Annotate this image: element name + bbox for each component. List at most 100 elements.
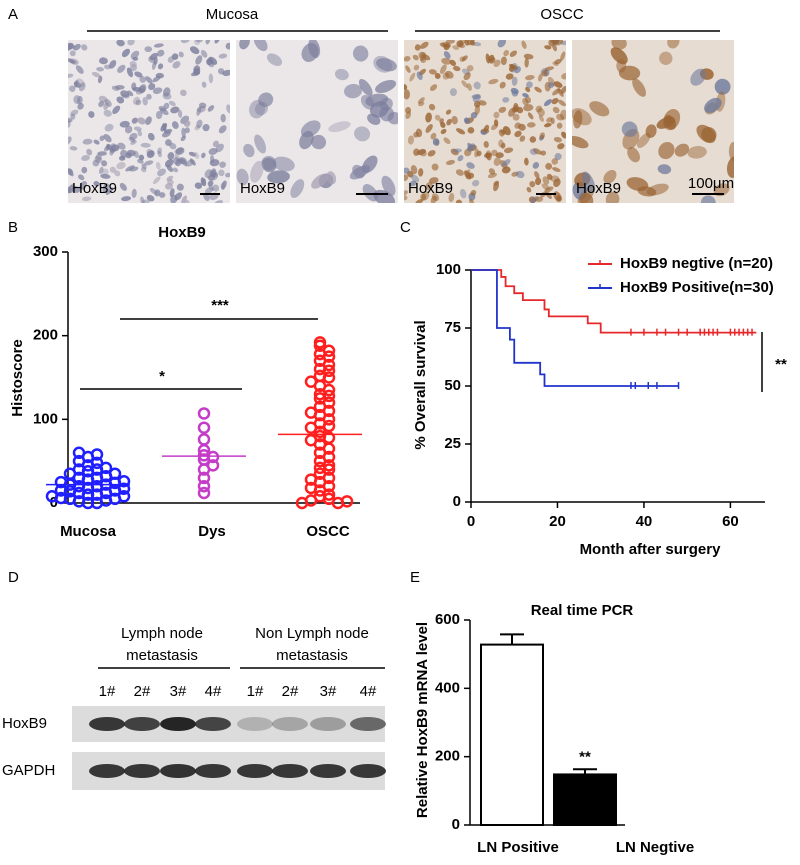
nucleus bbox=[443, 51, 451, 59]
blot-band bbox=[160, 717, 196, 731]
nucleus bbox=[572, 108, 592, 126]
blot-band bbox=[124, 764, 160, 778]
image-label: HoxB9 bbox=[576, 180, 621, 197]
nucleus bbox=[71, 186, 81, 193]
nucleus bbox=[97, 75, 103, 84]
nucleus bbox=[524, 74, 535, 81]
nucleus bbox=[413, 148, 420, 156]
nucleus bbox=[86, 148, 93, 156]
nucleus bbox=[188, 151, 197, 157]
nucleus bbox=[512, 113, 520, 121]
nucleus bbox=[77, 102, 84, 110]
nucleus bbox=[404, 56, 411, 62]
nucleus bbox=[352, 164, 365, 179]
nucleus bbox=[557, 88, 564, 97]
nucleus bbox=[133, 126, 142, 132]
nucleus bbox=[409, 72, 416, 82]
nucleus bbox=[135, 99, 142, 106]
dot bbox=[54, 475, 68, 489]
nucleus bbox=[493, 157, 501, 167]
nucleus bbox=[656, 116, 675, 129]
blot-band bbox=[195, 717, 231, 731]
nucleus bbox=[193, 151, 200, 159]
nucleus bbox=[140, 196, 145, 203]
nucleus bbox=[106, 143, 112, 151]
nucleus bbox=[579, 192, 594, 203]
nucleus bbox=[544, 45, 552, 50]
nucleus bbox=[452, 148, 462, 153]
nucleus bbox=[658, 141, 675, 160]
nucleus bbox=[189, 46, 200, 55]
nucleus bbox=[126, 67, 134, 78]
nucleus bbox=[195, 55, 203, 65]
legend-label: HoxB9 negtive (n=20) bbox=[620, 255, 773, 272]
nucleus bbox=[249, 99, 266, 119]
nucleus bbox=[117, 142, 126, 150]
dot bbox=[90, 456, 104, 470]
nucleus bbox=[466, 65, 474, 72]
nucleus bbox=[560, 109, 566, 120]
nucleus bbox=[170, 194, 178, 203]
nucleus bbox=[375, 79, 397, 94]
nucleus bbox=[472, 179, 480, 187]
nucleus bbox=[714, 78, 731, 95]
survival-line bbox=[471, 269, 679, 387]
nucleus bbox=[449, 59, 457, 67]
nucleus bbox=[511, 89, 519, 97]
nucleus bbox=[542, 176, 550, 185]
nucleus bbox=[236, 168, 249, 186]
nucleus bbox=[440, 128, 447, 135]
legend-label: HoxB9 Positive(n=30) bbox=[620, 279, 774, 296]
nucleus bbox=[208, 56, 218, 65]
nucleus bbox=[467, 83, 472, 91]
y-tick-label: 75 bbox=[444, 319, 461, 336]
nucleus bbox=[456, 40, 464, 48]
group-label: Mucosa bbox=[206, 6, 259, 23]
nucleus bbox=[198, 102, 207, 109]
y-axis-label: Relative HoxB9 mRNA level bbox=[414, 622, 431, 818]
nucleus bbox=[499, 81, 506, 89]
nucleus bbox=[201, 81, 207, 88]
nucleus bbox=[421, 191, 430, 201]
nucleus bbox=[311, 134, 327, 150]
nucleus bbox=[674, 143, 690, 157]
dot bbox=[322, 371, 336, 384]
nucleus bbox=[548, 82, 555, 89]
dot bbox=[45, 490, 59, 503]
chart-title: HoxB9 bbox=[158, 224, 206, 241]
nucleus bbox=[404, 174, 409, 182]
nucleus bbox=[456, 128, 466, 135]
nucleus bbox=[124, 125, 133, 134]
nucleus bbox=[131, 117, 138, 124]
nucleus bbox=[205, 40, 211, 45]
nucleus bbox=[180, 40, 190, 44]
nucleus bbox=[448, 192, 455, 203]
nucleus bbox=[432, 138, 440, 146]
dot bbox=[197, 486, 211, 500]
nucleus bbox=[226, 104, 230, 114]
nucleus bbox=[81, 155, 90, 162]
chart-title: Real time PCR bbox=[531, 602, 634, 619]
nucleus bbox=[557, 143, 565, 150]
lane-label: 4# bbox=[360, 683, 377, 700]
nucleus bbox=[128, 136, 136, 143]
x-tick-label: OSCC bbox=[306, 523, 350, 540]
nucleus bbox=[523, 104, 534, 112]
nucleus bbox=[100, 173, 111, 179]
blot-band bbox=[310, 764, 346, 778]
nucleus bbox=[511, 76, 518, 86]
nucleus bbox=[82, 138, 93, 145]
nucleus bbox=[557, 99, 566, 107]
nucleus bbox=[449, 88, 457, 97]
nucleus bbox=[146, 93, 152, 100]
nucleus bbox=[425, 181, 433, 190]
nucleus bbox=[134, 71, 143, 78]
panel-letter: C bbox=[400, 219, 411, 236]
nucleus bbox=[463, 117, 470, 124]
nucleus bbox=[485, 53, 491, 64]
x-tick-label: LN Positive bbox=[477, 839, 559, 856]
nucleus bbox=[144, 160, 154, 166]
nucleus bbox=[411, 174, 420, 183]
nucleus bbox=[189, 158, 196, 166]
